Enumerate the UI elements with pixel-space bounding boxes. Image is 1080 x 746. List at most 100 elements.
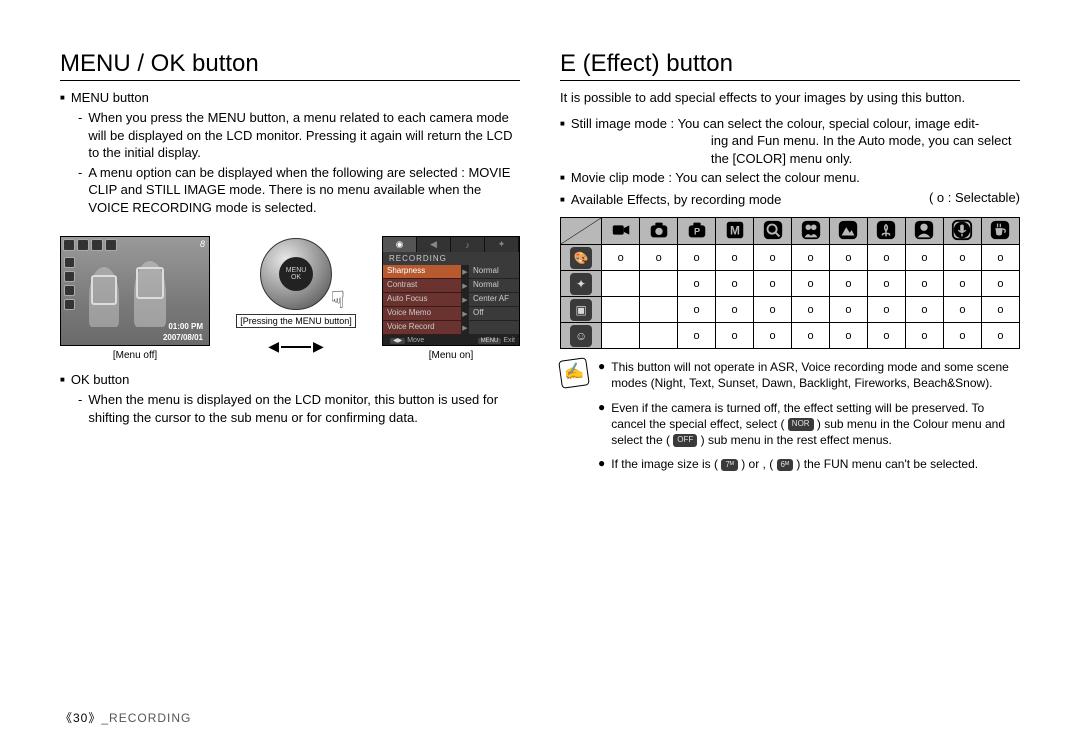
table-cell: o [754,297,792,323]
magnify-icon [761,218,785,242]
press-menu-caption: [Pressing the MENU button] [236,314,356,328]
bullet-available-effects: ■ Available Effects, by recording mode (… [560,189,1020,209]
table-cell: o [678,323,716,349]
table-cell: o [867,297,905,323]
table-cell: o [829,271,867,297]
lcd-off-screen: 8 01:00 PM 2007/08/01 [60,236,210,346]
effect-row-palette: 🎨 [561,245,602,271]
table-cell: o [792,297,830,323]
M-icon: M [723,218,747,242]
effect-row-frame: ▣ [561,297,602,323]
selectable-legend: ( o : Selectable) [929,189,1020,207]
mode-column-children [792,218,830,245]
menu-desc-1: - When you press the MENU button, a menu… [78,109,520,162]
table-cell: o [602,245,640,271]
table-cell: o [867,271,905,297]
control-wheel-block: MENU OK ☟ [Pressing the MENU button] ◀▶ [236,238,356,359]
table-cell: o [678,271,716,297]
lcd-off-time: 01:00 PM [168,322,203,331]
effects-table: PM 🎨ooooooooooo✦ooooooooo▣ooooooooo☺oooo… [560,217,1020,349]
note-box: ✍ ● This button will not operate in ASR,… [560,359,1020,480]
mode-column-camera [640,218,678,245]
lcd-on-section: RECORDING [383,252,519,265]
table-cell: o [754,271,792,297]
table-cell: o [716,245,754,271]
square-bullet-icon: ■ [560,191,565,209]
mountain-icon [836,218,860,242]
sparkle-icon: ✦ [570,273,592,295]
right-column: E (Effect) button It is possible to add … [560,50,1020,480]
size-7-badge-icon: 7ᴹ [721,459,738,472]
table-cell: o [981,271,1019,297]
video-icon [609,218,633,242]
heading-effect: E (Effect) button [560,50,1020,81]
table-cell: o [943,297,981,323]
effect-row-sparkle: ✦ [561,271,602,297]
left-column: MENU / OK button ■ MENU button - When yo… [60,50,520,480]
bubble-icon: ☺ [570,325,592,347]
size-6-badge-icon: 6ᴹ [777,459,794,472]
lcd-menu-row: Contrast▶Normal [383,279,519,293]
mode-column-camera-p: P [678,218,716,245]
heading-menu-ok: MENU / OK button [60,50,520,81]
ok-desc: - When the menu is displayed on the LCD … [78,391,520,426]
table-cell: o [905,297,943,323]
table-cell: o [981,297,1019,323]
table-cell: o [716,297,754,323]
lcd-off-date: 2007/08/01 [163,333,203,342]
effect-intro: It is possible to add special effects to… [560,89,1020,107]
table-cell [640,323,678,349]
table-cell: o [905,323,943,349]
table-cell: o [943,245,981,271]
table-cell [640,271,678,297]
table-row: 🎨ooooooooooo [561,245,1020,271]
frame-icon: ▣ [570,299,592,321]
table-cell: o [981,245,1019,271]
table-cell: o [754,323,792,349]
head-icon [912,218,936,242]
table-cell [602,323,640,349]
table-row: ☺ooooooooo [561,323,1020,349]
cup-icon [988,218,1012,242]
table-row: ▣ooooooooo [561,297,1020,323]
table-cell: o [754,245,792,271]
menu-desc-2: - A menu option can be displayed when th… [78,164,520,217]
mode-column-video [602,218,640,245]
note-icon: ✍ [558,357,590,389]
mode-column-tulip [867,218,905,245]
lcd-tab-1: ◉ [383,237,417,252]
lcd-figure-row: 8 01:00 PM 2007/08/01 [Menu off] MENU OK… [60,236,520,361]
note-1: ● This button will not operate in ASR, V… [598,359,1020,391]
table-cell: o [829,323,867,349]
square-bullet-icon: ■ [560,115,565,168]
note-2: ● Even if the camera is turned off, the … [598,400,1020,449]
table-cell: o [716,323,754,349]
table-cell: o [829,245,867,271]
bullet-menu-button: ■ MENU button [60,89,520,107]
bullet-movie-mode: ■ Movie clip mode : You can select the c… [560,169,1020,187]
table-cell: o [678,297,716,323]
table-cell: o [792,323,830,349]
double-arrow-icon: ◀▶ [268,338,324,355]
table-cell: o [792,271,830,297]
lcd-menu-row: Auto Focus▶Center AF [383,293,519,307]
lcd-tab-4: ✦ [485,237,519,252]
bullet-still-mode: ■ Still image mode : You can select the … [560,115,1020,168]
svg-text:M: M [730,224,740,238]
mode-column-mic [943,218,981,245]
lcd-off-caption: [Menu off] [113,350,157,361]
table-cell: o [981,323,1019,349]
table-cell: o [905,271,943,297]
hand-icon: ☟ [330,286,345,315]
lcd-menu-row: Voice Memo▶Off [383,307,519,321]
table-cell: o [943,271,981,297]
mode-column-M: M [716,218,754,245]
children-icon [799,218,823,242]
svg-text:P: P [694,227,700,237]
table-cell [602,271,640,297]
table-corner [561,218,602,245]
table-cell [640,297,678,323]
square-bullet-icon: ■ [60,371,65,389]
menu-button-label: MENU button [71,89,520,107]
table-cell: o [905,245,943,271]
